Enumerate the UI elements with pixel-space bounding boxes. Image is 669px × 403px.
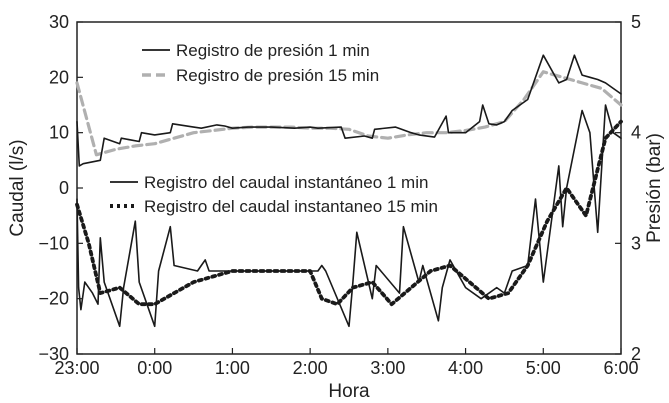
y-left-tick-label: −30 xyxy=(38,344,69,364)
y-left-tick-label: 0 xyxy=(59,178,69,198)
y-left-tick-label: 10 xyxy=(49,123,69,143)
axis-layer: 23:00 0:00 1:00 2:00 3:00 4:00 5:00 6:00 30 20 10 0… xyxy=(38,12,641,378)
y-left-tick-label: −20 xyxy=(38,289,69,309)
series-layer xyxy=(75,54,623,328)
series-line-2 xyxy=(76,104,622,328)
x-tick-label: 1:00 xyxy=(215,358,250,378)
y-left-tick-label: 30 xyxy=(49,12,69,32)
x-tick-label: 0:00 xyxy=(137,358,172,378)
y-axis-left-title: Caudal (l/s) xyxy=(7,139,28,236)
legend-label-caudal-15min: Registro del caudal instantaneo 15 min xyxy=(144,197,438,216)
x-tick-label: 2:00 xyxy=(293,358,328,378)
series-line-1 xyxy=(75,70,623,157)
y-right-tick-label: 4 xyxy=(631,123,641,143)
y-right-tick-label: 3 xyxy=(631,233,641,253)
legend-label-caudal-1min: Registro del caudal instantáneo 1 min xyxy=(144,173,428,192)
x-tick-label: 4:00 xyxy=(448,358,483,378)
x-tick-label: 3:00 xyxy=(370,358,405,378)
x-axis-title: Hora xyxy=(328,381,370,402)
y-right-tick-label: 5 xyxy=(631,12,641,32)
y-left-tick-label: 20 xyxy=(49,67,69,87)
x-tick-label: 23:00 xyxy=(54,358,99,378)
y-axis-right-title: Presión (bar) xyxy=(644,133,665,243)
x-tick-label: 6:00 xyxy=(603,358,638,378)
legend-bottom: Registro del caudal instantáneo 1 min Re… xyxy=(110,173,438,216)
x-tick-label: 5:00 xyxy=(526,358,561,378)
series-line-0 xyxy=(76,54,622,167)
legend-label-presion-1min: Registro de presión 1 min xyxy=(176,41,370,60)
legend-top: Registro de presión 1 min Registro de pr… xyxy=(142,41,379,85)
legend-label-presion-15min: Registro de presión 15 min xyxy=(176,66,379,85)
y-right-tick-label: 2 xyxy=(631,344,641,364)
y-left-tick-label: −10 xyxy=(38,233,69,253)
